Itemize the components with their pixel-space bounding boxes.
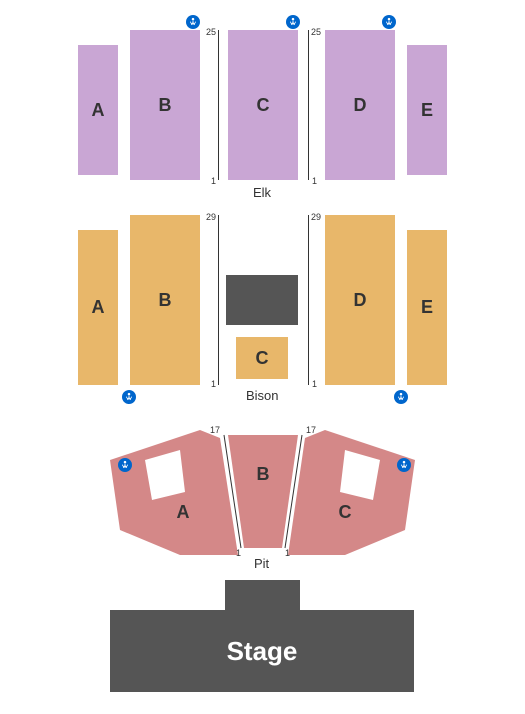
elk-zone-label: Elk (253, 185, 271, 200)
elk-row-1-l: 1 (211, 176, 216, 186)
accessible-icon (186, 15, 200, 29)
bison-section-b[interactable]: B (130, 215, 200, 385)
pit-row-1-l: 1 (236, 548, 241, 558)
bison-d-label: D (354, 290, 367, 311)
bison-aisle-left (218, 215, 219, 385)
bison-zone-label: Bison (246, 388, 279, 403)
pit-zone-label: Pit (254, 556, 269, 571)
svg-text:C: C (339, 502, 352, 522)
accessible-icon (118, 458, 132, 472)
stage-thrust (225, 580, 300, 610)
elk-section-d[interactable]: D (325, 30, 395, 180)
elk-section-e[interactable]: E (407, 45, 447, 175)
accessible-icon (382, 15, 396, 29)
elk-a-label: A (92, 100, 105, 121)
pit-row-1-r: 1 (285, 548, 290, 558)
bison-section-e[interactable]: E (407, 230, 447, 385)
elk-row-25-l: 25 (206, 27, 216, 37)
svg-text:B: B (257, 464, 270, 484)
bison-section-c[interactable]: C (236, 337, 288, 379)
bison-e-label: E (421, 297, 433, 318)
pit-row-17-l: 17 (210, 425, 220, 435)
bison-row-1-r: 1 (312, 379, 317, 389)
elk-aisle-right (308, 30, 309, 180)
bison-c-label: C (256, 348, 269, 369)
elk-e-label: E (421, 100, 433, 121)
pit-section-a[interactable]: A (110, 430, 238, 555)
accessible-icon (397, 458, 411, 472)
accessible-icon (286, 15, 300, 29)
seating-chart: A B C D E 25 25 1 1 Elk A B C D E 29 29 … (0, 0, 525, 714)
pit-row-17-r: 17 (306, 425, 316, 435)
elk-aisle-left (218, 30, 219, 180)
bison-row-1-l: 1 (211, 379, 216, 389)
accessible-icon (122, 390, 136, 404)
svg-text:A: A (177, 502, 190, 522)
bison-row-29-l: 29 (206, 212, 216, 222)
elk-section-a[interactable]: A (78, 45, 118, 175)
bison-aisle-right (308, 215, 309, 385)
elk-section-b[interactable]: B (130, 30, 200, 180)
bison-row-29-r: 29 (311, 212, 321, 222)
elk-row-25-r: 25 (311, 27, 321, 37)
bison-section-d[interactable]: D (325, 215, 395, 385)
bison-section-a[interactable]: A (78, 230, 118, 385)
stage-main: Stage (110, 610, 414, 692)
elk-c-label: C (257, 95, 270, 116)
elk-d-label: D (354, 95, 367, 116)
pit-section-c[interactable]: C (288, 430, 415, 555)
accessible-icon (394, 390, 408, 404)
bison-a-label: A (92, 297, 105, 318)
elk-row-1-r: 1 (312, 176, 317, 186)
stage-label: Stage (227, 636, 298, 667)
bison-b-label: B (159, 290, 172, 311)
pit-section-b[interactable]: B (228, 435, 298, 548)
bison-soundbooth (226, 275, 298, 325)
elk-b-label: B (159, 95, 172, 116)
elk-section-c[interactable]: C (228, 30, 298, 180)
